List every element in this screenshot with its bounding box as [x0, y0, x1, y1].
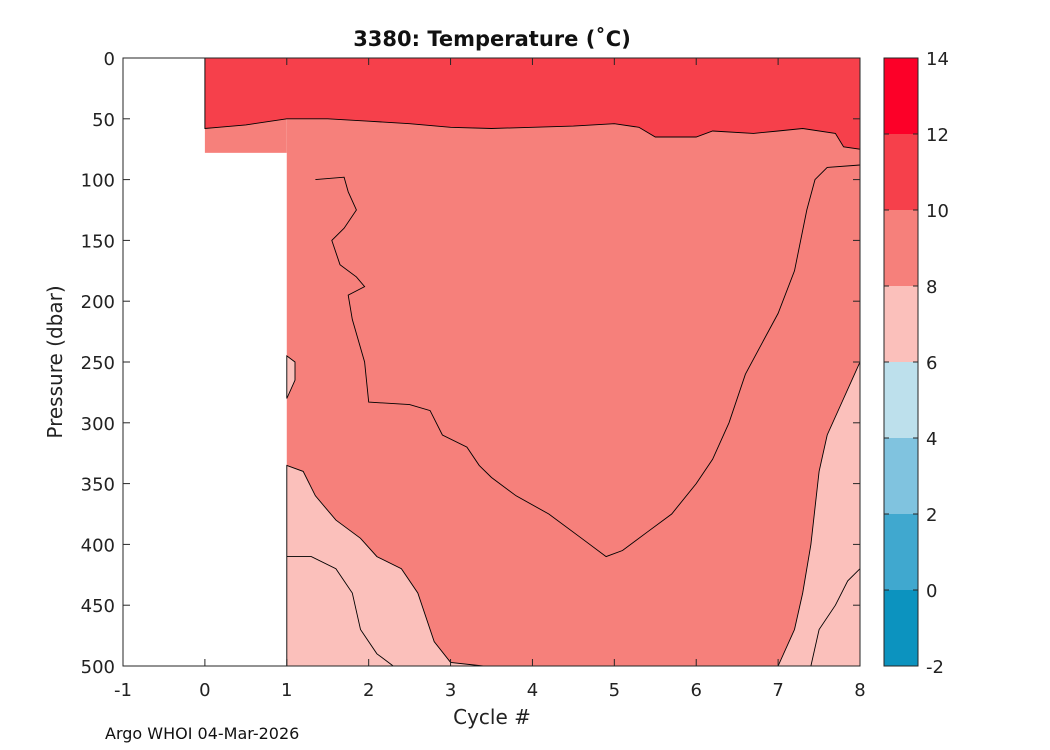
contour-region-1 — [286, 355, 296, 399]
x-axis-label: Cycle # — [453, 705, 531, 729]
y-tick-label: 350 — [81, 475, 115, 496]
x-tick-label: 6 — [690, 680, 701, 701]
colorbar-band — [884, 362, 918, 438]
y-tick-label: 200 — [81, 292, 115, 313]
y-tick-label: 50 — [92, 110, 115, 131]
x-tick-label: 7 — [772, 680, 783, 701]
colorbar-tick-label: 12 — [926, 125, 949, 146]
colorbar-band — [884, 210, 918, 286]
colorbar-tick-label: 14 — [926, 49, 949, 70]
x-tick-label: 2 — [363, 680, 374, 701]
axes: -1 0 1 2 3 4 5 6 7 8 0 50 100 150 200 250 300 350 400 450 50… — [81, 49, 866, 701]
contour-line-5 — [810, 568, 861, 667]
colorbar-tick-label: 6 — [926, 353, 937, 374]
y-tick-label: 150 — [81, 231, 115, 252]
footer-credit: Argo WHOI 04-Mar-2026 — [105, 724, 300, 743]
y-tick-label: 500 — [81, 657, 115, 678]
x-tick-label: 8 — [854, 680, 865, 701]
colorbar: -2 0 2 4 6 8 10 12 14 — [883, 49, 949, 678]
y-tick-label: 250 — [81, 353, 115, 374]
x-tick-label: 5 — [609, 680, 620, 701]
colorbar-band — [884, 514, 918, 590]
colorbar-band — [884, 286, 918, 362]
plot-area — [204, 57, 861, 667]
x-tick-label: 4 — [527, 680, 538, 701]
x-tick-label: 0 — [199, 680, 210, 701]
colorbar-tick-label: 10 — [926, 201, 949, 222]
x-tick-label: -1 — [114, 680, 132, 701]
colorbar-band — [884, 58, 918, 134]
x-tick-label: 3 — [445, 680, 456, 701]
x-tick-label: 1 — [281, 680, 292, 701]
y-tick-label: 400 — [81, 535, 115, 556]
chart-title: 3380: Temperature (˚C) — [353, 27, 631, 51]
contour-line-4 — [286, 556, 394, 667]
contour-region-0 — [204, 57, 861, 150]
colorbar-tick-label: 2 — [926, 505, 937, 526]
colorbar-band — [884, 590, 918, 666]
y-tick-label: 450 — [81, 596, 115, 617]
colorbar-tick-label: 8 — [926, 277, 937, 298]
colorbar-tick-label: 0 — [926, 581, 937, 602]
y-tick-label: 300 — [81, 414, 115, 435]
y-tick-label: 100 — [81, 171, 115, 192]
colorbar-band — [884, 134, 918, 210]
y-tick-label: 0 — [104, 49, 115, 70]
contour-line-6 — [315, 164, 861, 558]
colorbar-tick-label: -2 — [926, 657, 944, 678]
colorbar-band — [884, 438, 918, 514]
colorbar-tick-label: 4 — [926, 429, 937, 450]
y-axis-label: Pressure (dbar) — [43, 285, 67, 438]
